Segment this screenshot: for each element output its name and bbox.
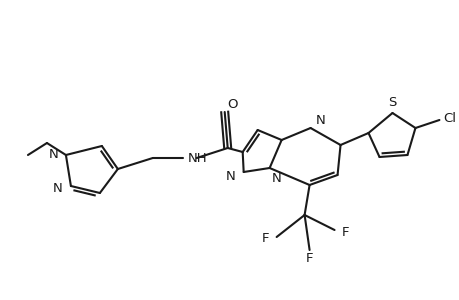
Text: Cl: Cl <box>442 112 455 124</box>
Text: N: N <box>53 182 63 196</box>
Text: N: N <box>315 113 325 127</box>
Text: N: N <box>225 170 235 184</box>
Text: F: F <box>341 226 348 238</box>
Text: O: O <box>227 98 238 110</box>
Text: N: N <box>271 172 281 184</box>
Text: F: F <box>262 232 269 245</box>
Text: F: F <box>305 251 313 265</box>
Text: S: S <box>387 97 396 110</box>
Text: N: N <box>49 148 59 161</box>
Text: NH: NH <box>187 152 207 164</box>
